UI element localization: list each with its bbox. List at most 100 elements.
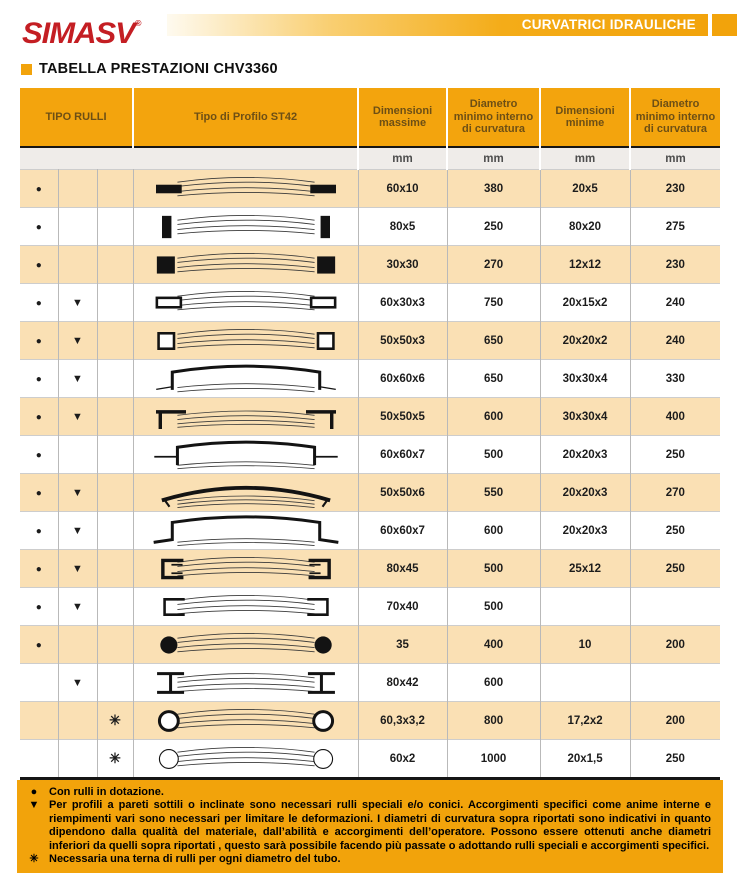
table-row: ▼ 80x42 600 xyxy=(20,663,721,702)
triangle-icon: ▼ xyxy=(28,799,40,812)
profile-cell-channel_side xyxy=(133,587,359,626)
roller-symbol-dot: ● xyxy=(20,587,59,626)
dim-min-cell: 20x20x3 xyxy=(540,473,631,512)
dim-min-cell: 80x20 xyxy=(540,207,631,246)
profile-cell-flat_v xyxy=(133,207,359,246)
dim-min-cell: 12x12 xyxy=(540,245,631,284)
profile-cell-channel_top xyxy=(133,473,359,512)
roller-symbol-dot: ● xyxy=(20,245,59,284)
diam-min-max-cell: 380 xyxy=(447,169,541,208)
profile-svg xyxy=(153,440,338,469)
profile-cell-angle_1 xyxy=(133,359,359,398)
units-spacer xyxy=(20,146,360,170)
roller-symbol-empty xyxy=(58,169,98,208)
dot-icon: ● xyxy=(35,221,42,233)
roller-symbol-triangle: ▼ xyxy=(58,549,98,588)
profile-cell-rect_tube xyxy=(133,283,359,322)
dot-icon: ● xyxy=(35,525,42,537)
profile-cell-tube_thick xyxy=(133,701,359,740)
dim-min-cell: 25x12 xyxy=(540,549,631,588)
roller-symbol-empty xyxy=(58,701,98,740)
profile-svg xyxy=(156,252,335,274)
roller-symbol-empty xyxy=(97,397,134,436)
dim-min-cell xyxy=(540,587,631,626)
dim-max-cell: 60x10 xyxy=(358,169,448,208)
diam-min-min-cell: 230 xyxy=(630,245,721,284)
table-row: ● ▼ 50x50x5 600 30x30x4 400 xyxy=(20,397,721,436)
diam-min-max-cell: 600 xyxy=(447,663,541,702)
unit-label: mm xyxy=(540,146,632,170)
roller-symbol-empty xyxy=(97,625,134,664)
diam-min-min-cell: 230 xyxy=(630,169,721,208)
roller-symbol-empty xyxy=(58,207,98,246)
table-row: ● 60x60x7 500 20x20x3 250 xyxy=(20,435,721,474)
table-row: ● 30x30 270 12x12 230 xyxy=(20,245,721,284)
col-header-tipo-rulli: TIPO RULLI xyxy=(20,88,135,147)
dim-max-cell: 80x45 xyxy=(358,549,448,588)
profile-cell-round_bar xyxy=(133,625,359,664)
page-title: TABELLA PRESTAZIONI CHV3360 xyxy=(39,61,278,77)
dim-min-cell: 20x20x2 xyxy=(540,321,631,360)
diam-min-max-cell: 1000 xyxy=(447,739,541,780)
table-row: ● 60x10 380 20x5 230 xyxy=(20,169,721,208)
top-banner: CURVATRICI IDRAULICHE xyxy=(167,14,708,36)
roller-symbol-triangle: ▼ xyxy=(58,473,98,512)
diam-min-min-cell: 250 xyxy=(630,739,721,780)
diam-min-min-cell: 250 xyxy=(630,511,721,550)
profile-svg xyxy=(155,176,336,196)
roller-symbol-dot: ● xyxy=(20,207,59,246)
diam-min-max-cell: 500 xyxy=(447,587,541,626)
dot-icon: ● xyxy=(35,297,42,309)
roller-symbol-triangle: ▼ xyxy=(58,283,98,322)
table-row: ● ▼ 70x40 500 xyxy=(20,587,721,626)
asterisk-icon: ✳ xyxy=(109,750,121,766)
registered-mark: ® xyxy=(134,18,142,29)
roller-symbol-empty xyxy=(97,663,134,702)
unit-label: mm xyxy=(630,146,721,170)
banner-right-cap xyxy=(712,14,737,36)
roller-symbol-empty xyxy=(58,739,98,780)
dim-min-cell: 30x30x4 xyxy=(540,397,631,436)
diam-min-min-cell: 200 xyxy=(630,701,721,740)
profile-cell-c_channel xyxy=(133,549,359,588)
diam-min-max-cell: 270 xyxy=(447,245,541,284)
dim-min-cell: 20x20x3 xyxy=(540,435,631,474)
roller-symbol-dot: ● xyxy=(20,435,59,474)
section-header: TABELLA PRESTAZIONI CHV3360 xyxy=(21,61,278,77)
diam-min-min-cell: 200 xyxy=(630,625,721,664)
triangle-icon: ▼ xyxy=(72,562,83,575)
dim-max-cell: 60x60x7 xyxy=(358,511,448,550)
dot-icon: ● xyxy=(35,639,42,651)
asterisk-icon: ✳ xyxy=(109,712,121,728)
profile-svg xyxy=(160,556,331,579)
units-row: mm mm mm mm xyxy=(20,146,721,170)
dim-min-cell: 30x30x4 xyxy=(540,359,631,398)
footnote-dot: ● Con rulli in dotazione. xyxy=(25,786,711,799)
profile-svg xyxy=(157,708,334,732)
roller-symbol-empty xyxy=(97,245,134,284)
dot-icon: ● xyxy=(35,449,42,461)
col-header-diametro-minimo-1: Diametro minimo interno di curvatura xyxy=(447,88,542,147)
roller-symbol-empty xyxy=(97,169,134,208)
footnote-asterisk: ✳ Necessaria una terna di rulli per ogni… xyxy=(25,853,711,866)
diam-min-max-cell: 500 xyxy=(447,435,541,474)
profile-cell-tube_thin xyxy=(133,739,359,780)
triangle-icon: ▼ xyxy=(72,296,83,309)
col-header-dimensioni-massime: Dimensioni massime xyxy=(358,88,449,147)
roller-symbol-asterisk: ✳ xyxy=(97,701,134,740)
profile-svg xyxy=(158,746,333,769)
triangle-icon: ▼ xyxy=(72,334,83,347)
dim-min-cell: 17,2x2 xyxy=(540,701,631,740)
profile-svg xyxy=(152,514,339,546)
roller-symbol-empty xyxy=(97,587,134,626)
footnote-text: Con rulli in dotazione. xyxy=(49,786,164,798)
profile-svg xyxy=(160,485,331,508)
table-row: ● ▼ 50x50x6 550 20x20x3 270 xyxy=(20,473,721,512)
roller-symbol-dot: ● xyxy=(20,473,59,512)
profile-svg xyxy=(155,409,336,429)
table-row: ● ▼ 60x60x7 600 20x20x3 250 xyxy=(20,511,721,550)
roller-symbol-empty xyxy=(97,473,134,512)
orange-square-bullet-icon xyxy=(21,63,32,75)
profile-svg xyxy=(161,214,330,238)
dim-min-cell: 10 xyxy=(540,625,631,664)
